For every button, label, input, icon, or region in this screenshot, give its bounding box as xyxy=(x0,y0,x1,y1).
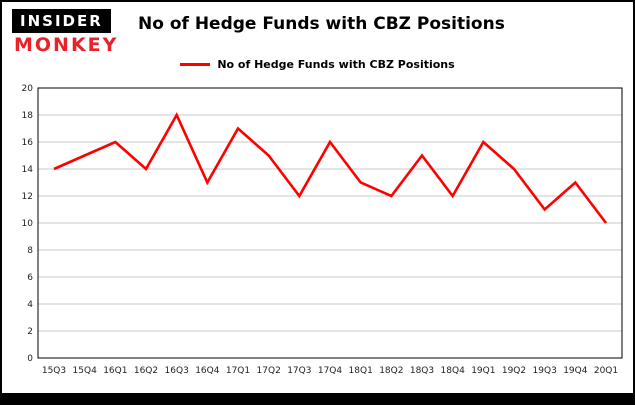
y-tick-label: 10 xyxy=(22,219,34,229)
x-tick-label: 17Q1 xyxy=(226,366,250,376)
x-tick-label: 19Q4 xyxy=(563,366,588,376)
x-tick-label: 17Q4 xyxy=(318,366,343,376)
y-tick-label: 12 xyxy=(22,192,33,202)
line-chart: 0 2 4 6 8 10 12 14 16 18 20 15Q3 15Q4 16Q1 16Q2 16Q3 16Q… xyxy=(22,84,623,376)
y-tick-label: 20 xyxy=(22,84,34,94)
x-tick-label: 18Q4 xyxy=(441,366,466,376)
x-tick-label: 16Q4 xyxy=(195,366,220,376)
x-tick-label: 17Q3 xyxy=(287,366,311,376)
x-tick-label: 18Q2 xyxy=(379,366,403,376)
legend-line-swatch xyxy=(180,63,211,66)
x-tick-label: 19Q2 xyxy=(502,366,526,376)
plot-border xyxy=(37,87,623,359)
insider-monkey-logo: INSIDER MONKEY xyxy=(12,9,130,56)
y-tick-label: 18 xyxy=(22,111,34,121)
y-tick-label: 16 xyxy=(22,138,34,148)
y-tick-label: 8 xyxy=(27,246,33,256)
y-tick-label: 2 xyxy=(27,327,33,337)
series-line xyxy=(53,112,608,224)
x-tick-label: 18Q1 xyxy=(349,366,373,376)
x-tick-label: 19Q3 xyxy=(533,366,557,376)
x-tick-label: 16Q1 xyxy=(103,366,127,376)
x-tick-label: 18Q3 xyxy=(410,366,434,376)
x-tick-label: 15Q4 xyxy=(73,366,98,376)
bottom-bar xyxy=(2,393,633,403)
legend-label: No of Hedge Funds with CBZ Positions xyxy=(217,58,455,71)
x-tick-label: 20Q1 xyxy=(594,366,618,376)
y-tick-label: 0 xyxy=(27,354,33,364)
y-tick-label: 6 xyxy=(27,273,33,283)
x-tick-label: 16Q2 xyxy=(134,366,158,376)
logo-insider-text: INSIDER xyxy=(12,9,111,33)
chart-legend: No of Hedge Funds with CBZ Positions xyxy=(2,58,633,71)
x-tick-label: 15Q3 xyxy=(42,366,66,376)
y-tick-label: 4 xyxy=(27,300,33,310)
x-tick-label: 19Q1 xyxy=(471,366,495,376)
logo-monkey-text: MONKEY xyxy=(14,34,119,56)
y-tick-label: 14 xyxy=(22,165,34,175)
x-tick-label: 16Q3 xyxy=(165,366,189,376)
chart-title: No of Hedge Funds with CBZ Positions xyxy=(138,14,505,34)
x-tick-label: 17Q2 xyxy=(257,366,281,376)
